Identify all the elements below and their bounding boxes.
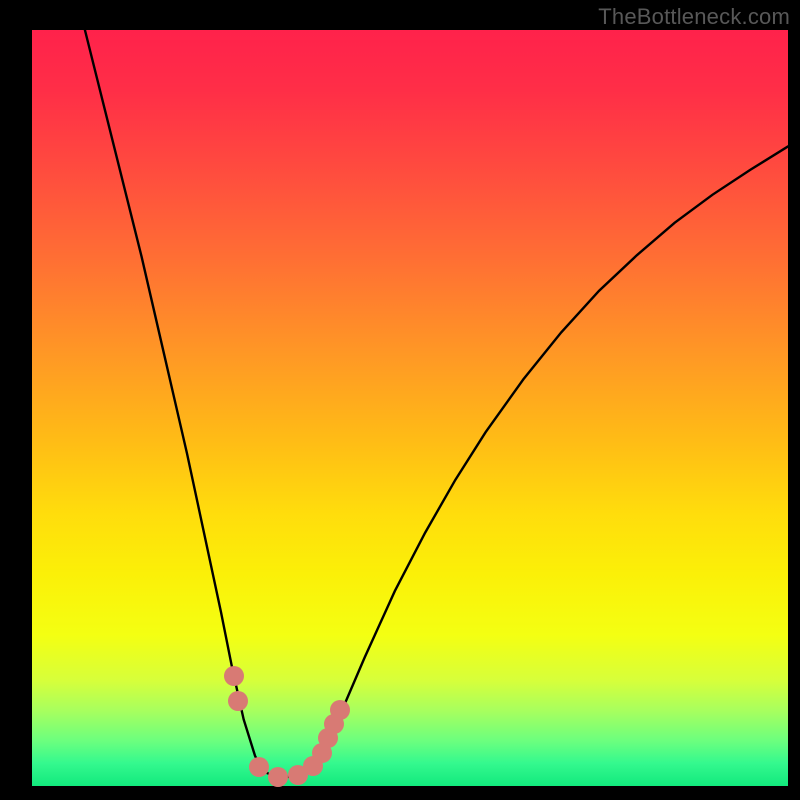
curve-left [85,30,289,777]
data-marker [228,691,248,711]
curve-right [289,146,788,777]
data-marker [224,666,244,686]
data-marker [249,757,269,777]
plot-area [32,30,788,786]
curves-layer [32,30,788,786]
chart-root: TheBottleneck.com [0,0,800,800]
data-marker [268,767,288,787]
data-marker [330,700,350,720]
watermark-text: TheBottleneck.com [598,4,790,30]
